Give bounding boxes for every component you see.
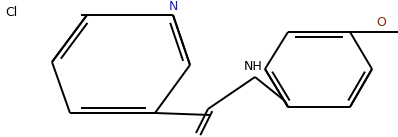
Text: NH: NH [244, 60, 262, 73]
Text: Cl: Cl [6, 6, 18, 19]
Text: O: O [376, 16, 386, 29]
Text: N: N [169, 0, 178, 13]
